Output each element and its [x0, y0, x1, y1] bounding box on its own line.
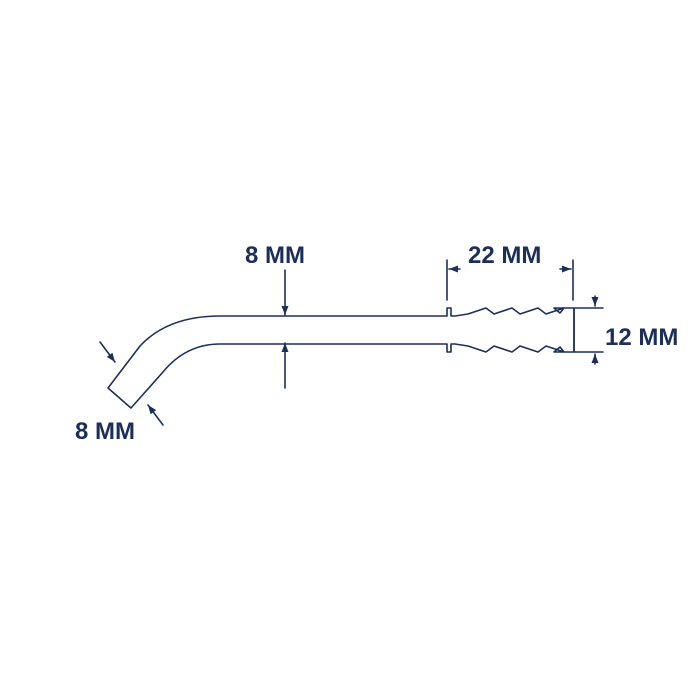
technical-drawing: 8 MM 8 MM 22 MM 12 MM — [0, 0, 700, 700]
dim-label-tube-end: 8 MM — [75, 418, 135, 446]
dim-label-barb-dia: 12 MM — [605, 324, 678, 352]
dim-label-tube-mid: 8 MM — [245, 242, 305, 270]
dim-label-barb-len: 22 MM — [468, 242, 541, 270]
drawing-canvas — [0, 0, 700, 700]
